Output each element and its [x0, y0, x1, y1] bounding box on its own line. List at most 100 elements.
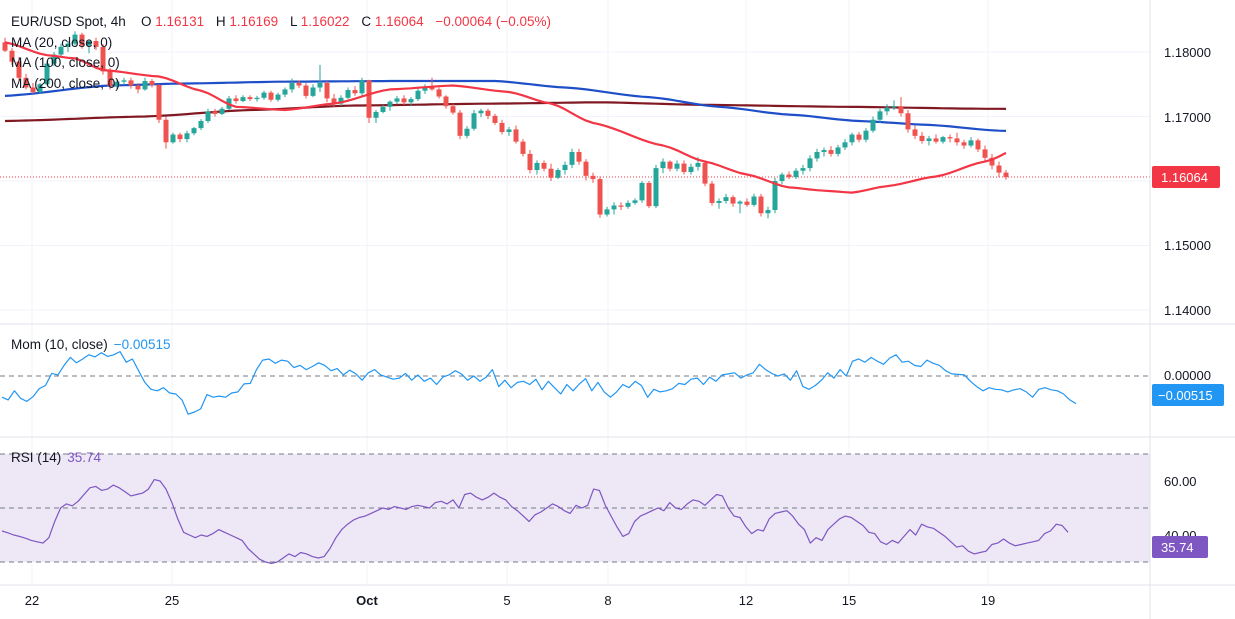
candle-body — [289, 82, 295, 90]
candle-body — [2, 42, 8, 51]
candle-body — [947, 137, 953, 139]
candle-body — [639, 182, 645, 201]
candle-body — [338, 97, 344, 104]
candle-body — [156, 84, 162, 120]
rsi-title-text: RSI (14) — [11, 450, 61, 465]
rsi-tick-60: 60.00 — [1164, 474, 1197, 489]
h-label: H — [216, 14, 226, 29]
time-tick-oct: Oct — [356, 593, 378, 608]
candle-body — [324, 82, 330, 99]
candle-body — [352, 90, 358, 94]
mom-line-group — [1, 351, 1077, 415]
header-ohlc: O 1.16131 H 1.16169 L 1.16022 C 1.16064 … — [141, 14, 551, 29]
candle-body — [583, 161, 589, 176]
candle-body — [149, 81, 155, 85]
candle-body — [597, 179, 603, 215]
candle-body — [170, 134, 176, 143]
candle-body — [898, 106, 904, 114]
ma20-line — [4, 41, 1007, 194]
candle-body — [688, 166, 694, 172]
candle-body — [926, 138, 932, 142]
candle-body — [674, 163, 680, 169]
mom-tick-zero: 0.00000 — [1164, 368, 1211, 383]
candle-body — [772, 181, 778, 211]
candle-body — [793, 170, 799, 178]
mom-polyline — [1, 351, 1077, 415]
candle-body — [723, 197, 729, 201]
candle-body — [569, 151, 575, 165]
candle-body — [653, 168, 659, 207]
candle-body — [121, 80, 127, 82]
candle-body — [989, 157, 995, 166]
candle-body — [65, 43, 71, 47]
candle-body — [541, 162, 547, 169]
price-tick-1-18: 1.18000 — [1164, 45, 1211, 60]
candle-body — [814, 151, 820, 159]
candle-body — [863, 130, 869, 140]
symbol-text: EUR/USD Spot, 4h — [11, 14, 126, 29]
mom-legend: Mom (10, close) −0.00515 — [11, 337, 170, 352]
candle-body — [303, 85, 309, 96]
candle-body — [758, 196, 764, 214]
candle-body — [870, 119, 876, 131]
candle-body — [429, 87, 435, 90]
mom-title-text: Mom (10, close) — [11, 337, 108, 352]
candle-body — [233, 98, 239, 102]
candle-body — [359, 80, 365, 94]
price-tick-1-14: 1.14000 — [1164, 303, 1211, 318]
candle-body — [443, 96, 449, 107]
candle-body — [401, 98, 407, 103]
candle-body — [394, 98, 400, 102]
candle-body — [51, 54, 57, 64]
candle-body — [499, 122, 505, 132]
time-tick-8: 8 — [604, 593, 611, 608]
candle-body — [667, 161, 673, 169]
candle-body — [842, 142, 848, 148]
candle-body — [604, 209, 610, 215]
candle-body — [373, 111, 379, 118]
last-price-tag-text: 1.16064 — [1161, 170, 1208, 185]
candle-body — [821, 150, 827, 152]
candle-body — [93, 41, 99, 47]
candle-body — [968, 140, 974, 146]
candle-body — [205, 111, 211, 122]
time-tick-5: 5 — [503, 593, 510, 608]
time-tick-25: 25 — [165, 593, 179, 608]
rsi-title: RSI (14) 35.74 — [11, 450, 102, 465]
candle-body — [548, 168, 554, 178]
candle-body — [506, 129, 512, 132]
candle-body — [86, 41, 92, 46]
candle-body — [576, 151, 582, 162]
candle-body — [807, 158, 813, 169]
candle-body — [975, 140, 981, 150]
rsi-legend-value: 35.74 — [67, 450, 101, 465]
candle-body — [268, 92, 274, 100]
candle-body — [345, 90, 351, 98]
candle-body — [457, 112, 463, 136]
candle-body — [464, 128, 470, 136]
candle-body — [415, 90, 421, 100]
candle-body — [261, 92, 267, 98]
candle-body — [387, 101, 393, 107]
candles-group — [2, 31, 1009, 219]
candle-body — [478, 110, 484, 114]
time-tick-12: 12 — [739, 593, 753, 608]
ma100-line — [4, 79, 1007, 132]
candle-body — [632, 200, 638, 203]
rsi-legend: RSI (14) 35.74 — [11, 450, 102, 465]
candle-body — [828, 150, 834, 154]
candle-body — [779, 174, 785, 181]
price-tick-1-15: 1.15000 — [1164, 238, 1211, 253]
rsi-value-tag — [1152, 536, 1208, 558]
candle-body — [240, 97, 246, 102]
candle-body — [450, 106, 456, 113]
candle-body — [408, 99, 414, 103]
candle-body — [114, 81, 120, 87]
candle-body — [961, 142, 967, 146]
ma20-polyline — [4, 41, 1007, 194]
candle-body — [79, 34, 85, 46]
candle-body — [611, 205, 617, 210]
header-symbol: EUR/USD Spot, 4h — [11, 14, 126, 29]
candle-body — [100, 46, 106, 72]
